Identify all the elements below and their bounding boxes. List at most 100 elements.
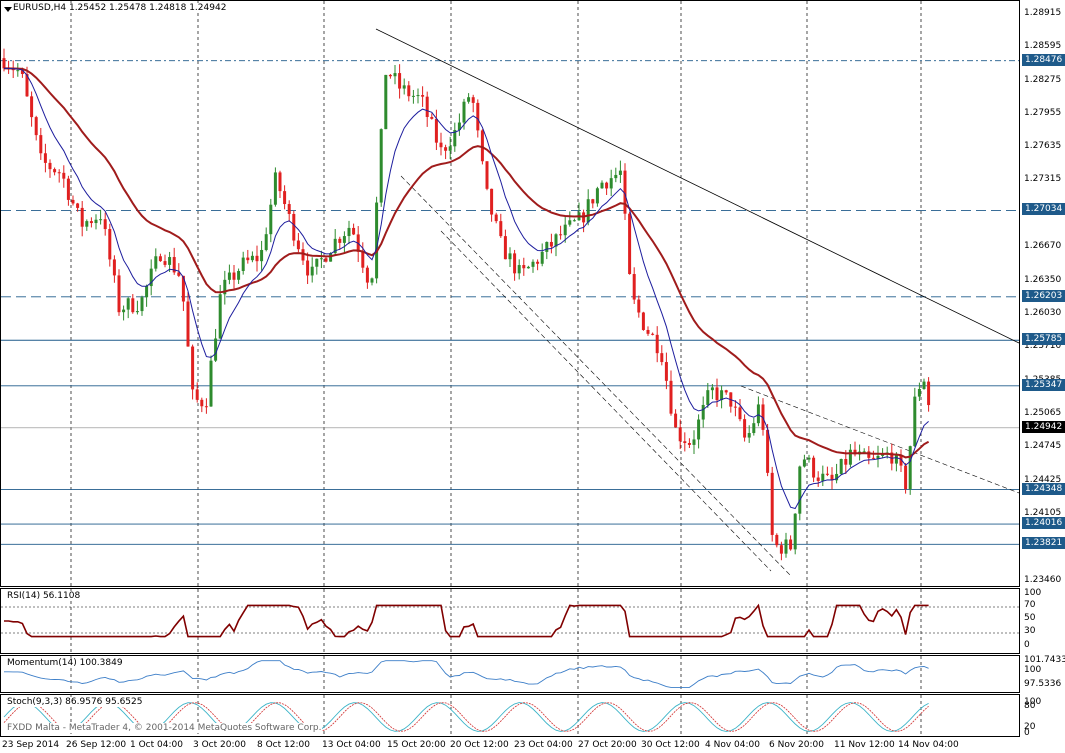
candle-body xyxy=(894,455,898,464)
candle-body xyxy=(692,439,696,445)
candle-body xyxy=(398,73,402,89)
candle-body xyxy=(430,116,434,119)
candle-body xyxy=(122,309,126,313)
candle-body xyxy=(499,221,503,237)
candle-body xyxy=(899,455,903,466)
candle-body xyxy=(407,85,411,97)
candle-body xyxy=(416,95,420,97)
candle-body xyxy=(922,381,926,389)
price-level-label: 1.27034 xyxy=(1022,203,1065,216)
stoch-tick: 20 xyxy=(1024,722,1036,732)
rsi-canvas xyxy=(1,589,1019,653)
price-tick: 1.27315 xyxy=(1024,174,1062,185)
candle-body xyxy=(549,241,553,247)
rsi-label: RSI(14) 56.1108 xyxy=(7,591,81,601)
candle-body xyxy=(57,172,61,174)
candle-body xyxy=(812,457,816,478)
candle-body xyxy=(747,433,751,438)
candle-body xyxy=(444,147,448,151)
candle-body xyxy=(789,539,793,550)
candle-body xyxy=(260,249,264,262)
candle-body xyxy=(917,388,921,397)
momentum-canvas xyxy=(4,656,929,692)
candle-body xyxy=(66,178,70,200)
price-tick: 1.28595 xyxy=(1024,41,1062,52)
time-label: 23 Sep 2014 xyxy=(2,740,60,750)
time-label: 3 Oct 20:00 xyxy=(193,740,246,750)
candle-body xyxy=(39,135,43,154)
candle-body xyxy=(462,101,466,123)
momentum-pane[interactable]: Momentum(14) 100.3849 xyxy=(0,655,1020,693)
candle-body xyxy=(908,446,912,489)
candle-body xyxy=(623,170,627,214)
candle-body xyxy=(526,266,530,269)
trendline-upper xyxy=(375,28,1019,344)
candle-body xyxy=(720,390,724,401)
candle-body xyxy=(752,423,756,434)
candle-body xyxy=(609,178,613,189)
candle-body xyxy=(168,257,172,265)
candle-body xyxy=(802,459,806,467)
candle-body xyxy=(738,407,742,420)
candle-body xyxy=(871,457,875,459)
symbol-menu-icon[interactable] xyxy=(4,7,12,12)
candle-body xyxy=(186,301,190,347)
candle-body xyxy=(94,219,98,224)
time-label: 8 Oct 12:00 xyxy=(257,740,310,750)
stoch-axis: 100 80 20 0 xyxy=(1020,694,1065,738)
symbol-header: EURUSD,H4 1.25452 1.25478 1.24818 1.2494… xyxy=(13,3,227,13)
candle-body xyxy=(715,387,719,401)
candle-body xyxy=(89,221,93,224)
candle-body xyxy=(103,219,107,230)
candle-body xyxy=(770,472,774,535)
candle-body xyxy=(76,203,80,208)
candle-body xyxy=(614,174,618,179)
price-tick: 1.28275 xyxy=(1024,74,1062,85)
candle-body xyxy=(628,213,632,275)
candle-body xyxy=(2,58,6,69)
candle-body xyxy=(784,539,788,554)
candle-body xyxy=(48,162,52,170)
candle-body xyxy=(756,404,760,424)
candle-body xyxy=(342,236,346,243)
stoch-tick: 0 xyxy=(1024,728,1030,738)
candle-body xyxy=(324,258,328,262)
candle-body xyxy=(618,170,622,175)
rsi-pane[interactable]: RSI(14) 56.1108 xyxy=(0,588,1020,654)
candle-body xyxy=(200,399,204,407)
candle-body xyxy=(554,234,558,247)
candle-body xyxy=(232,272,236,280)
candle-body xyxy=(319,258,323,260)
stoch-tick: 100 xyxy=(1024,697,1042,707)
candle-body xyxy=(287,204,291,214)
candle-body xyxy=(816,477,820,481)
candle-body xyxy=(218,294,222,339)
candle-body xyxy=(177,272,181,276)
candle-body xyxy=(131,298,135,313)
price-chart-pane[interactable]: EURUSD,H4 1.25452 1.25478 1.24818 1.2494… xyxy=(0,0,1020,587)
candle-body xyxy=(503,236,507,260)
candle-body xyxy=(172,257,176,273)
candle-body xyxy=(181,275,185,302)
candle-body xyxy=(655,334,659,354)
price-tick: 1.28915 xyxy=(1024,8,1062,19)
candle-body xyxy=(904,465,908,489)
price-tick: 1.24105 xyxy=(1024,507,1062,518)
candle-body xyxy=(149,268,153,287)
stoch-pane[interactable]: Stoch(9,3,3) 86.9576 95.6525 FXDD Malta … xyxy=(0,694,1020,737)
candle-body xyxy=(600,182,604,189)
candle-body xyxy=(775,534,779,546)
candle-body xyxy=(30,96,34,118)
candle-body xyxy=(384,74,388,130)
candle-body xyxy=(117,275,121,313)
time-label: 20 Oct 12:00 xyxy=(450,740,509,750)
candle-body xyxy=(421,95,425,97)
candle-body xyxy=(204,406,208,408)
candle-body xyxy=(480,130,484,162)
candle-body xyxy=(448,146,452,151)
candle-body xyxy=(605,182,609,189)
candle-body xyxy=(241,257,245,271)
candle-body xyxy=(402,85,406,89)
candle-body xyxy=(531,261,535,267)
candle-body xyxy=(85,221,89,227)
